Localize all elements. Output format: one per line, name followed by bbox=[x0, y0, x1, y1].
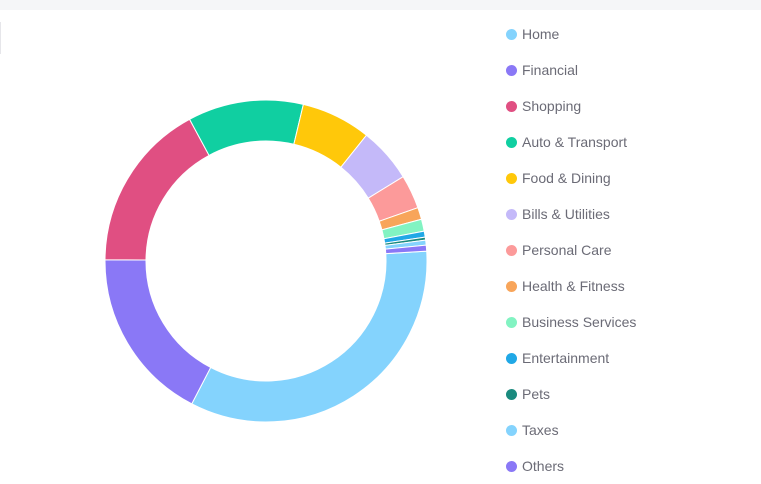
legend-swatch bbox=[506, 172, 517, 184]
legend-swatch bbox=[506, 208, 517, 220]
legend-label: Bills & Utilities bbox=[522, 206, 610, 222]
legend-swatch bbox=[506, 28, 517, 40]
legend-swatch bbox=[506, 280, 517, 292]
header-strip bbox=[0, 0, 761, 10]
slice-auto-and-transport[interactable] bbox=[188, 99, 304, 157]
legend-label: Food & Dining bbox=[522, 170, 611, 186]
legend-item-food-and-dining[interactable]: Food & Dining bbox=[506, 160, 756, 196]
legend-swatch bbox=[506, 352, 517, 364]
legend-label: Others bbox=[522, 458, 565, 474]
slice-financial[interactable] bbox=[104, 259, 212, 405]
legend-swatch bbox=[506, 388, 517, 400]
legend-label: Shopping bbox=[522, 98, 582, 114]
legend-item-auto-and-transport[interactable]: Auto & Transport bbox=[506, 124, 756, 160]
legend-item-personal-care[interactable]: Personal Care bbox=[506, 232, 756, 268]
legend-label: Entertainment bbox=[522, 350, 610, 366]
legend-swatch bbox=[506, 64, 517, 76]
legend-item-pets[interactable]: Pets bbox=[506, 376, 756, 412]
chart-legend: Home Financial Shopping Auto & Transport Foo… bbox=[506, 16, 756, 484]
legend-label: Health & Fitness bbox=[522, 278, 625, 294]
legend-swatch bbox=[506, 244, 517, 256]
legend-label: Auto & Transport bbox=[522, 134, 628, 150]
legend-item-financial[interactable]: Financial bbox=[506, 52, 756, 88]
legend-swatch bbox=[506, 424, 517, 436]
legend-label: Home bbox=[522, 26, 560, 42]
legend-swatch bbox=[506, 316, 517, 328]
legend-label: Taxes bbox=[522, 422, 559, 438]
slice-others[interactable] bbox=[384, 244, 428, 255]
legend-swatch bbox=[506, 100, 517, 112]
donut-chart bbox=[104, 99, 428, 423]
left-divider bbox=[0, 22, 1, 54]
slice-shopping[interactable] bbox=[104, 118, 210, 261]
legend-item-health-and-fitness[interactable]: Health & Fitness bbox=[506, 268, 756, 304]
legend-item-business-services[interactable]: Business Services bbox=[506, 304, 756, 340]
slice-home[interactable] bbox=[191, 250, 428, 423]
legend-item-entertainment[interactable]: Entertainment bbox=[506, 340, 756, 376]
legend-item-taxes[interactable]: Taxes bbox=[506, 412, 756, 448]
legend-item-home[interactable]: Home bbox=[506, 16, 756, 52]
donut-slices bbox=[104, 99, 428, 423]
legend-item-bills-and-utilities[interactable]: Bills & Utilities bbox=[506, 196, 756, 232]
legend-label: Pets bbox=[522, 386, 551, 402]
legend-swatch bbox=[506, 460, 517, 472]
legend-label: Business Services bbox=[522, 314, 637, 330]
legend-label: Financial bbox=[522, 62, 579, 78]
legend-item-others[interactable]: Others bbox=[506, 448, 756, 484]
legend-item-shopping[interactable]: Shopping bbox=[506, 88, 756, 124]
legend-label: Personal Care bbox=[522, 242, 612, 258]
legend-swatch bbox=[506, 136, 517, 148]
